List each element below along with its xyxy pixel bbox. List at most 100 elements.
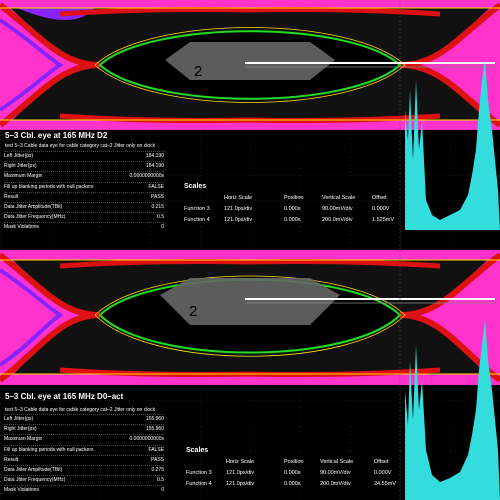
scales-offset: 1.525mV (372, 217, 395, 223)
param-value: PASS (151, 456, 164, 463)
param-value: 0 (161, 224, 164, 231)
param-row: Result PASS (4, 454, 164, 465)
eye-mask (165, 42, 335, 80)
param-label: Fill up blanking periods with null packe… (4, 446, 94, 453)
param-row: Mask Violations 0 (4, 485, 164, 495)
scales-row: Function 3 121.0ps/div 0.000s 90.00mV/di… (184, 206, 414, 215)
scales-horiz: 121.0ps/div (226, 470, 255, 476)
scales-horiz: 121.0ps/div (226, 481, 255, 487)
scales-row: Function 4 121.0ps/div 0.000s 200.0mV/di… (184, 217, 414, 226)
param-value: 0.5 (157, 214, 164, 221)
param-label: Result (4, 456, 19, 463)
scales-header: Offset (374, 459, 389, 465)
scales-header-row: Horiz Scale Position Vertical Scale Offs… (186, 459, 416, 468)
scales-header: Position (284, 195, 304, 201)
param-row: Left Jitter(ps) 155.960 (4, 414, 164, 424)
param-label: Mask Violations (4, 224, 39, 231)
jitter-histogram (405, 320, 500, 500)
param-label: Data Jitter Amplitude(TBit) (4, 466, 63, 473)
param-label: Maximum Margin (4, 173, 43, 180)
param-label: Maximum Margin (4, 436, 43, 443)
scales-position: 0.000s (284, 217, 301, 223)
param-value: 0 (161, 487, 164, 494)
scales-row: Function 3 121.0ps/div 0.000s 90.00mV/di… (186, 470, 416, 479)
scales-vertical: 200.0mV/div (322, 217, 353, 223)
parameter-table: Left Jitter(ps) 184.190 Right Jitter(ps) 1… (4, 151, 164, 233)
param-row: Maximum Margin 0.0000000000s (4, 434, 164, 444)
param-label: Right Jitter(ps) (4, 163, 37, 170)
scales-function-name: Function 3 (184, 206, 210, 212)
param-value: 0.215 (151, 203, 164, 210)
scales-table: Horiz Scale Position Vertical Scale Offs… (186, 459, 406, 497)
param-value: 184.190 (145, 163, 164, 170)
scales-title: Scales (184, 183, 207, 190)
param-row: Data Jitter Frequency(MHz) 0.5 (4, 212, 164, 222)
param-value: FALSE (148, 446, 164, 453)
scales-position: 0.000s (284, 481, 301, 487)
scales-header: Vertical Scale (320, 459, 354, 465)
param-row: Result PASS (4, 191, 164, 202)
scales-position: 0.000s (284, 206, 301, 212)
panel-title: 5–3 Cbl. eye at 165 MHz D2 (5, 131, 108, 140)
param-row: Right Jitter(ps) 184.190 (4, 161, 164, 171)
param-label: Data Jitter Amplitude(TBit) (4, 203, 63, 210)
scales-header: Horiz Scale (224, 195, 253, 201)
param-row: Right Jitter(ps) 155.960 (4, 424, 164, 434)
scales-title: Scales (186, 447, 209, 454)
scales-header: Offset (372, 195, 387, 201)
panel-subtitle: test 5–3 Cable data eye for cable catego… (5, 407, 156, 413)
param-label: Right Jitter(ps) (4, 426, 37, 433)
param-value: FALSE (148, 183, 164, 190)
param-value: 0.0000000000s (129, 436, 164, 443)
param-value: 0.5 (157, 477, 164, 484)
param-label: Result (4, 193, 19, 200)
scales-header: Horiz Scale (226, 459, 255, 465)
mask-label-marker: 2 (189, 303, 198, 320)
param-row: Mask Violations 0 (4, 222, 164, 232)
param-row: Data Jitter Amplitude(TBit) 0.215 (4, 201, 164, 212)
param-value: PASS (151, 193, 164, 200)
scales-function-name: Function 3 (186, 470, 212, 476)
param-row: Left Jitter(ps) 184.190 (4, 151, 164, 161)
eye-mask (160, 278, 340, 325)
scales-header-row: Horiz Scale Position Vertical Scale Offs… (184, 195, 414, 204)
eye-diagram-display (0, 250, 500, 500)
param-value: 155.960 (145, 416, 164, 422)
scales-offset: 24.55mV (374, 481, 397, 487)
param-row: Maximum Margin 0.0000000000s (4, 171, 164, 181)
param-label: Data Jitter Frequency(MHz) (4, 477, 66, 484)
scales-vertical: 90.00mV/div (322, 206, 353, 212)
scales-horiz: 121.0ps/div (224, 217, 253, 223)
param-label: Mask Violations (4, 487, 39, 494)
scales-header: Vertical Scale (322, 195, 356, 201)
param-value: 0.0000000000s (129, 173, 164, 180)
scales-offset: 0.000V (372, 206, 390, 212)
scales-offset: 0.000V (374, 470, 392, 476)
scales-vertical: 90.00mV/div (320, 470, 351, 476)
param-value: 184.190 (145, 153, 164, 159)
param-label: Left Jitter(ps) (4, 153, 34, 159)
eye-diagram-panel-top: 2 5–3 Cbl. eye at 165 MHz D2 test 5–3 Ca… (0, 0, 500, 250)
jitter-histogram (405, 60, 500, 230)
param-label: Fill up blanking periods with null packe… (4, 183, 94, 190)
param-label: Data Jitter Frequency(MHz) (4, 214, 66, 221)
param-row: Fill up blanking periods with null packe… (4, 444, 164, 455)
eye-diagram-display (0, 0, 500, 250)
param-value: 155.960 (145, 426, 164, 433)
parameter-table: Left Jitter(ps) 155.960 Right Jitter(ps) 1… (4, 414, 164, 496)
param-row: Data Jitter Amplitude(TBit) 0.275 (4, 464, 164, 475)
mask-label-marker: 2 (194, 63, 203, 80)
scales-vertical: 200.0mV/div (320, 481, 351, 487)
param-label: Left Jitter(ps) (4, 416, 34, 422)
param-value: 0.275 (151, 466, 164, 473)
scales-horiz: 121.0ps/div (224, 206, 253, 212)
scales-header: Position (284, 459, 304, 465)
eye-diagram-panel-bottom: 2 5–3 Cbl. eye at 165 MHz D0–act test 5–… (0, 250, 500, 500)
param-row: Fill up blanking periods with null packe… (4, 181, 164, 192)
scales-function-name: Function 4 (186, 481, 212, 487)
param-row: Data Jitter Frequency(MHz) 0.5 (4, 475, 164, 485)
panel-subtitle: test 5–3 Cable data eye for cable catego… (5, 143, 156, 149)
panel-title: 5–3 Cbl. eye at 165 MHz D0–act (5, 392, 124, 401)
scales-function-name: Function 4 (184, 217, 210, 223)
scales-table: Horiz Scale Position Vertical Scale Offs… (184, 195, 404, 235)
